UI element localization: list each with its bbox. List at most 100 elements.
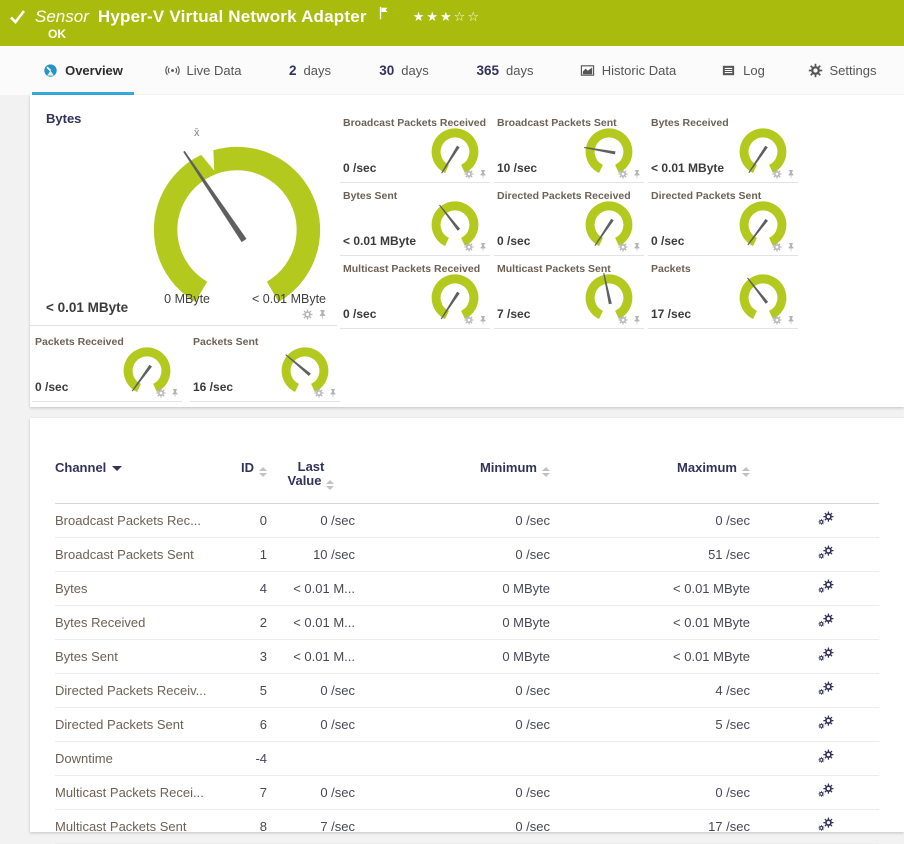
channel-settings-icon[interactable] (818, 783, 834, 799)
channel-settings-icon[interactable] (818, 579, 834, 595)
gauge-title: Bytes Sent (343, 190, 398, 202)
gauge-title: Packets (651, 263, 691, 275)
gauge-pin-icon[interactable] (317, 309, 328, 320)
table-row: Multicast Packets Sent 8 7 /sec 0 /sec 1… (55, 810, 879, 844)
overview-gauges-card: Bytes x̄ 0 MByte < 0.01 MByte < 0.01 MBy… (30, 95, 904, 407)
live-data-icon (164, 65, 180, 76)
gauge-pin-icon[interactable] (170, 388, 180, 398)
column-header-id[interactable]: ID (235, 460, 267, 477)
priority-stars[interactable]: ★★★☆☆ (412, 9, 481, 24)
gauge-pin-icon[interactable] (632, 242, 642, 252)
gauge-settings-icon[interactable] (772, 242, 782, 252)
channel-settings-icon[interactable] (818, 715, 834, 731)
minimum-value: 0 /sec (515, 819, 550, 834)
gauge-settings-icon[interactable] (772, 169, 782, 179)
gauge-chart (739, 274, 787, 319)
gauge-value: 0 /sec (343, 307, 377, 321)
gauge-pin-icon[interactable] (632, 169, 642, 179)
channel-id: 5 (259, 683, 267, 698)
bytes-gauge-chart (153, 146, 321, 302)
tab-live-data[interactable]: Live Data (142, 46, 264, 95)
minimum-value: 0 MByte (502, 581, 550, 596)
channel-settings-icon[interactable] (818, 681, 834, 697)
channel-settings-icon[interactable] (818, 613, 834, 629)
gauge-chart (123, 347, 171, 392)
channel-id: -4 (255, 751, 267, 766)
table-row: Bytes 4 < 0.01 M... 0 MByte < 0.01 MByte (55, 572, 879, 606)
table-row: Broadcast Packets Rec... 0 0 /sec 0 /sec… (55, 504, 879, 538)
tab-overview[interactable]: Overview (24, 46, 142, 95)
table-row: Bytes Received 2 < 0.01 M... 0 MByte < 0… (55, 606, 879, 640)
gauge-value: 0 /sec (497, 234, 531, 248)
channel-id: 6 (259, 717, 267, 732)
gauge-settings-icon[interactable] (618, 315, 628, 325)
gauge-settings-icon[interactable] (618, 242, 628, 252)
log-icon (723, 65, 735, 76)
maximum-value: 51 /sec (708, 547, 750, 562)
maximum-value: < 0.01 MByte (673, 649, 750, 664)
column-header-last-value[interactable]: Last Value (267, 460, 355, 490)
maximum-value: 5 /sec (715, 717, 750, 732)
tab-365-days[interactable]: 365 days (452, 46, 558, 95)
maximum-value: 4 /sec (715, 683, 750, 698)
channel-settings-icon[interactable] (818, 749, 834, 765)
gauge-pin-icon[interactable] (478, 242, 488, 252)
sort-icons (542, 467, 550, 477)
gauge-value: 7 /sec (497, 307, 531, 321)
tab-2-days[interactable]: 2 days (264, 46, 356, 95)
tab-number: 30 (379, 63, 395, 78)
channel-settings-icon[interactable] (818, 817, 834, 833)
gauge-panel-broadcast-packets-sent: Broadcast Packets Sent 10 /sec (494, 110, 644, 183)
gauge-settings-icon[interactable] (464, 242, 474, 252)
column-header-channel[interactable]: Channel (55, 460, 235, 475)
gauge-chart (281, 347, 329, 392)
gauge-settings-icon[interactable] (464, 169, 474, 179)
gauge-panel-bytes-received: Bytes Received < 0.01 MByte (648, 110, 798, 183)
channel-settings-icon[interactable] (818, 545, 834, 561)
column-header-minimum[interactable]: Minimum (355, 460, 550, 477)
tab-historic-data[interactable]: Historic Data (558, 46, 698, 95)
priority-flag-icon[interactable] (378, 6, 390, 20)
gauge-settings-icon[interactable] (156, 388, 166, 398)
last-value: 0 /sec (320, 717, 355, 732)
gauge-value: 10 /sec (497, 161, 538, 175)
gauge-pin-icon[interactable] (786, 242, 796, 252)
tab-log[interactable]: Log (698, 46, 788, 95)
gauge-panel-broadcast-packets-received: Broadcast Packets Received 0 /sec (340, 110, 490, 183)
tab-30-days[interactable]: 30 days (356, 46, 452, 95)
gauge-pin-icon[interactable] (632, 315, 642, 325)
gauge-min-label: 0 MByte (164, 292, 210, 306)
gauge-panel-directed-packets-sent: Directed Packets Sent 0 /sec (648, 183, 798, 256)
gauge-pin-icon[interactable] (478, 169, 488, 179)
channel-settings-icon[interactable] (818, 511, 834, 527)
last-value: 10 /sec (313, 547, 355, 562)
gauge-value: 0 /sec (35, 380, 69, 394)
maximum-value: 17 /sec (708, 819, 750, 834)
gauge-settings-icon[interactable] (772, 315, 782, 325)
sensor-title: Hyper-V Virtual Network Adapter (97, 7, 367, 26)
tab-label: Log (743, 63, 765, 78)
gauge-chart (739, 128, 787, 173)
minimum-value: 0 MByte (502, 615, 550, 630)
gauge-settings-icon[interactable] (314, 388, 324, 398)
gauge-settings-icon[interactable] (618, 169, 628, 179)
channel-id: 2 (259, 615, 267, 630)
gauge-panel-packets-received: Packets Received 0 /sec (32, 329, 182, 402)
gauge-pin-icon[interactable] (786, 315, 796, 325)
gear-icon (807, 63, 823, 78)
gauge-chart (431, 128, 479, 174)
tab-settings[interactable]: Settings (788, 46, 896, 95)
channel-settings-icon[interactable] (818, 647, 834, 663)
minimum-value: 0 /sec (515, 683, 550, 698)
maximum-value: < 0.01 MByte (673, 581, 750, 596)
gauge-pin-icon[interactable] (786, 169, 796, 179)
gauge-settings-icon[interactable] (464, 315, 474, 325)
gauge-pin-icon[interactable] (328, 388, 338, 398)
gauge-pin-icon[interactable] (478, 315, 488, 325)
column-header-maximum[interactable]: Maximum (550, 460, 750, 477)
maximum-value: 0 /sec (715, 785, 750, 800)
gauge-settings-icon[interactable] (302, 309, 313, 320)
tab-label: Historic Data (601, 63, 677, 78)
gauge-panel-multicast-packets-received: Multicast Packets Received 0 /sec (340, 256, 490, 329)
gauge-value: < 0.01 MByte (343, 234, 417, 248)
